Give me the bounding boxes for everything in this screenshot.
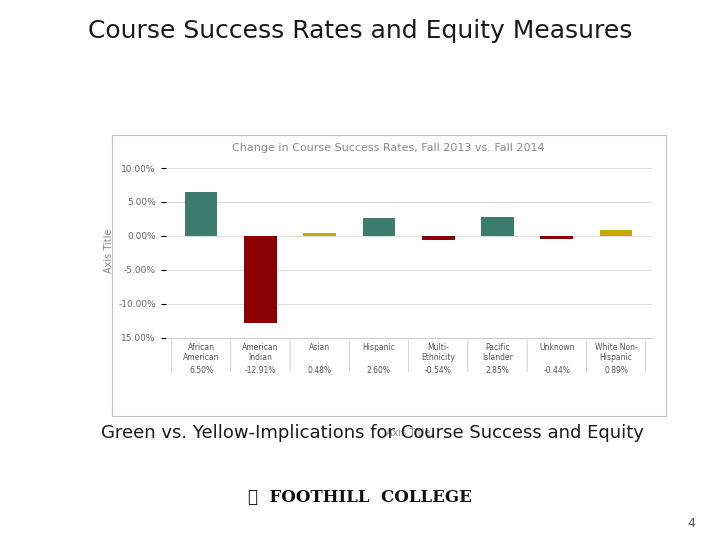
- X-axis label: Axis Title: Axis Title: [387, 428, 431, 438]
- Text: Green vs. Yellow-Implications for Course Success and Equity: Green vs. Yellow-Implications for Course…: [101, 424, 644, 442]
- Text: Asian: Asian: [309, 343, 330, 352]
- Bar: [363, 218, 395, 236]
- Bar: [244, 236, 276, 323]
- Text: 6.50%: 6.50%: [189, 366, 213, 375]
- Text: African
American: African American: [183, 343, 220, 362]
- Text: American
Indian: American Indian: [242, 343, 279, 362]
- Text: Pacific
Islander: Pacific Islander: [482, 343, 513, 362]
- Bar: [541, 236, 573, 239]
- Bar: [481, 217, 514, 236]
- Text: 🌲  FOOTHILL  COLLEGE: 🌲 FOOTHILL COLLEGE: [248, 489, 472, 505]
- Text: 0.89%: 0.89%: [604, 366, 628, 375]
- Bar: [303, 233, 336, 236]
- Bar: [185, 192, 217, 236]
- Text: Multi-
Ethnicity: Multi- Ethnicity: [421, 343, 455, 362]
- Text: 4: 4: [687, 517, 695, 530]
- Text: -0.44%: -0.44%: [544, 366, 570, 375]
- Text: 2.85%: 2.85%: [485, 366, 510, 375]
- Text: Change in Course Success Rates, Fall 2013 vs. Fall 2014: Change in Course Success Rates, Fall 201…: [233, 143, 545, 153]
- Text: Course Success Rates and Equity Measures: Course Success Rates and Equity Measures: [88, 19, 632, 43]
- Text: Unknown: Unknown: [539, 343, 575, 352]
- Bar: [422, 236, 454, 240]
- Text: -12.91%: -12.91%: [245, 366, 276, 375]
- Text: 0.48%: 0.48%: [307, 366, 332, 375]
- Text: White Non-
Hispanic: White Non- Hispanic: [595, 343, 637, 362]
- Text: Hispanic: Hispanic: [363, 343, 395, 352]
- Text: 2.60%: 2.60%: [367, 366, 391, 375]
- Text: -0.54%: -0.54%: [425, 366, 451, 375]
- Y-axis label: Axis Title: Axis Title: [104, 229, 114, 273]
- Bar: [600, 230, 632, 236]
